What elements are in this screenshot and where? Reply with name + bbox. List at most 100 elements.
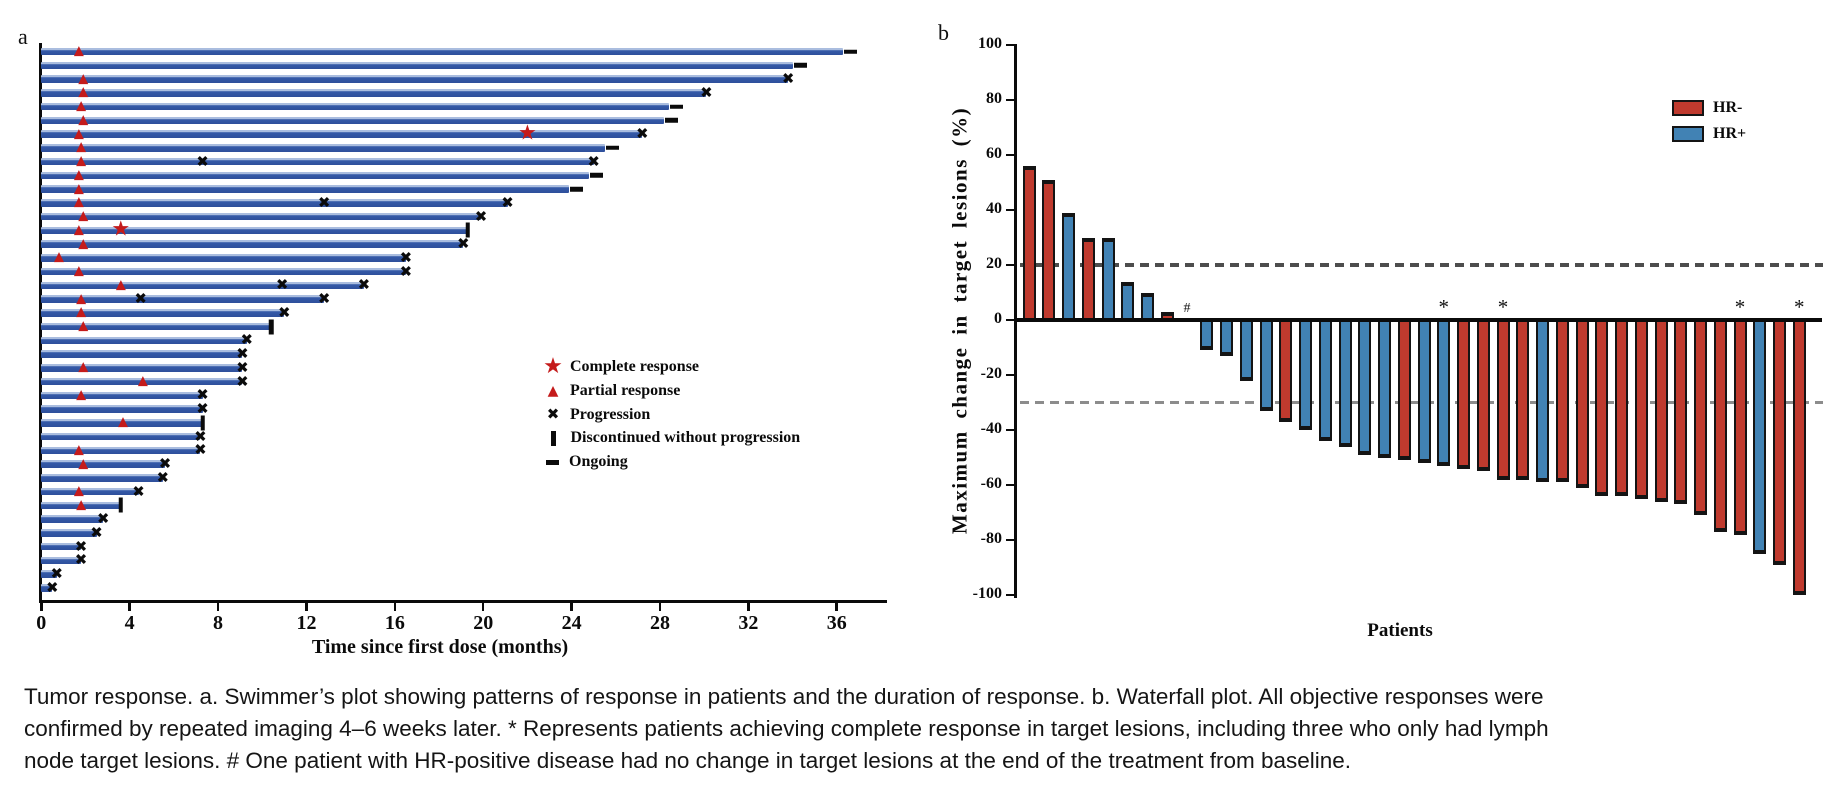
swimmer-bar [41,515,104,523]
partial-response-triangle-icon: ▲ [78,456,89,472]
progression-x-icon: ✖ [96,509,110,528]
partial-response-triangle-icon: ▲ [78,236,89,252]
swimmer-bar [41,487,139,496]
progression-x-icon: ✖ [74,537,88,556]
partial-response-triangle-icon: ▲ [137,373,148,389]
waterfall-bar [1378,320,1391,458]
swimmer-bar [41,570,57,578]
waterfall-y-tick-label: -60 [980,475,1002,492]
swimmer-x-tick-label: 8 [213,611,224,634]
waterfall-bar [1062,212,1075,320]
swimmer-x-tick [128,602,131,611]
waterfall-bar [1476,320,1490,472]
progression-x-icon: ✖ [74,550,88,569]
progression-x-icon: ✖ [158,454,172,473]
waterfall-bar [1634,320,1648,499]
discontinued-bar-icon [200,415,205,431]
caption-line: node target lesions. # One patient with … [24,748,1352,773]
discontinued-bar-icon [551,430,556,446]
discontinued-bar-icon [118,497,124,513]
waterfall-y-tick-label: -20 [980,365,1002,382]
progression-x-icon: ✖ [587,152,600,171]
waterfall-y-tick [1006,538,1014,542]
swimmer-bar [41,556,82,565]
ongoing-dash-icon [546,459,559,465]
progression-x-icon: ✖ [196,385,209,404]
swimmer-x-tick [393,602,397,611]
progression-x-icon: ✖ [194,427,207,446]
progression-x-icon: ✖ [317,289,331,308]
swimmer-bar [41,336,247,345]
swimmer-bar [41,144,605,152]
swimmer-bar [41,171,590,180]
swimmer-x-tick-label: 0 [36,611,47,634]
progression-x-icon: ✖ [278,303,291,322]
swimmer-x-tick-label: 16 [384,611,405,634]
partial-response-triangle-icon: ▲ [118,414,129,430]
waterfall-bar [1595,320,1609,496]
partial-response-triangle-icon: ▲ [78,84,89,100]
waterfall-bar [1101,237,1115,320]
waterfall-bar [1575,320,1589,488]
waterfall-y-tick-label: 80 [986,90,1002,107]
complete-response-star-icon: ★ [517,120,537,145]
ongoing-dash-icon [665,118,679,123]
progression-x-icon: ✖ [275,275,289,294]
swimmer-bar [41,474,163,482]
swimmer-x-tick-label: 12 [296,611,317,634]
swimmer-plot: 0 4 8 12 16 20 24 28 32 36 ▲ ✖ ▲ ✖ ▲ ▲ ▲ ✖ ▲ ★ ▲ ✖ ▲ ✖ ▲ ▲ ✖ ▲ ✖ ✖ ▲ ▲ ★… [0,0,920,670]
swimmer-x-tick-label: 20 [473,611,494,634]
swimmer-bar [41,446,201,455]
waterfall-y-tick-label: 40 [986,200,1002,217]
waterfall-bar [1555,320,1569,483]
waterfall-bar [1200,320,1214,351]
waterfall-x-axis-title: Patients [1367,620,1433,641]
swimmer-x-tick-label: 32 [738,611,759,634]
waterfall-y-tick [1006,98,1014,102]
progression-x-icon: ✖ [501,193,514,212]
swimmer-bar [41,61,793,70]
partial-response-triangle-icon: ▲ [76,387,87,403]
waterfall-y-tick-label: -80 [980,530,1002,547]
partial-response-triangle-icon: ▲ [73,442,84,458]
ongoing-dash-icon [605,145,619,151]
reference-dashed-line [1020,262,1823,268]
waterfall-bar [1615,320,1628,496]
partial-response-triangle-icon: ▲ [78,112,89,128]
waterfall-bar [1121,281,1135,320]
partial-response-triangle-icon: ▲ [76,497,87,513]
swimmer-bar [41,212,481,221]
ongoing-dash-icon [793,63,807,68]
progression-x-icon: ✖ [50,564,64,583]
partial-response-triangle-icon: ▲ [73,181,84,197]
partial-response-triangle-icon: ▲ [73,167,84,183]
complete-response-asterisk: * [1734,295,1746,319]
partial-response-triangle-icon: ▲ [78,71,89,87]
waterfall-y-tick [1006,428,1014,432]
progression-x-icon: ✖ [90,523,103,542]
progression-x-icon: ✖ [457,234,470,253]
legend-item-partial-response: ▲ Partial response [540,379,681,403]
waterfall-y-tick-label: 60 [986,145,1002,162]
swimmer-x-tick [570,602,573,611]
partial-response-triangle-icon: ▲ [73,194,84,210]
swimmer-bar [41,102,669,111]
swimmer-x-tick-label: 36 [826,611,847,634]
progression-x-icon: ✖ [700,83,713,102]
legend-item-hr-positive: HR+ [1672,125,1746,143]
waterfall-bar [1318,320,1332,441]
swimmer-x-tick [40,602,43,611]
legend-item-ongoing: Ongoing [540,450,628,474]
legend-label: HR- [1713,99,1743,116]
swimmer-x-tick-label: 4 [124,611,135,634]
partial-response-triangle-icon: ▲ [76,291,87,307]
swimmer-bar [41,130,643,138]
progression-x-icon: ✖ [399,262,413,281]
waterfall-bar [1022,166,1036,320]
waterfall-y-tick [1006,153,1014,157]
partial-response-triangle-icon: ▲ [73,43,84,59]
swimmer-bar [41,501,121,510]
waterfall-bar [1654,320,1668,502]
panel-a-label: a [18,24,28,49]
